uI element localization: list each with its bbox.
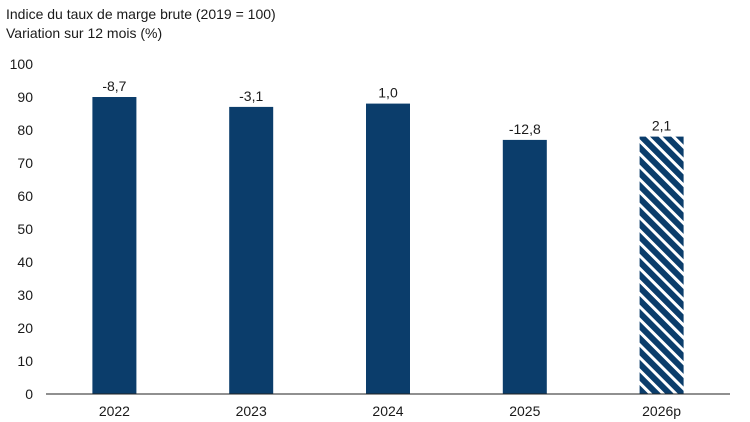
x-tick-label: 2023 [236,403,267,419]
y-tick-label: 80 [17,122,33,138]
x-tick-label: 2024 [372,403,403,419]
y-tick-label: 0 [25,386,33,402]
data-label: -8,7 [102,78,126,94]
y-axis: 0 10 20 30 40 50 60 70 80 90 100 [10,56,34,402]
bar [366,103,410,394]
y-tick-label: 50 [17,221,33,237]
y-tick-label: 20 [17,320,33,336]
x-tick-label: 2025 [509,403,540,419]
chart-subtitle: Variation sur 12 mois (%) [6,25,163,41]
x-tick-label: 2022 [99,403,130,419]
bar [229,106,274,395]
data-label: -3,1 [239,88,263,104]
data-label: -12,8 [509,121,541,137]
y-tick-label: 60 [17,188,33,204]
y-tick-label: 100 [10,56,34,72]
chart-titles: Indice du taux de marge brute (2019 = 10… [6,5,276,43]
y-tick-label: 70 [17,155,33,171]
x-axis: 2022 2023 2024 2025 2026p [46,393,730,419]
bar [502,139,547,394]
y-tick-label: 90 [17,89,33,105]
bar [92,97,137,394]
y-tick-label: 10 [17,353,33,369]
chart-title: Indice du taux de marge brute (2019 = 10… [6,6,276,22]
bar-projected [639,136,684,394]
bars: -8,7 -3,1 1,0 -12,8 2,1 [92,78,684,395]
y-tick-label: 30 [17,287,33,303]
y-tick-label: 40 [17,254,33,270]
data-label: 1,0 [378,85,398,101]
x-tick-label: 2026p [642,403,681,419]
data-label: 2,1 [652,118,672,134]
